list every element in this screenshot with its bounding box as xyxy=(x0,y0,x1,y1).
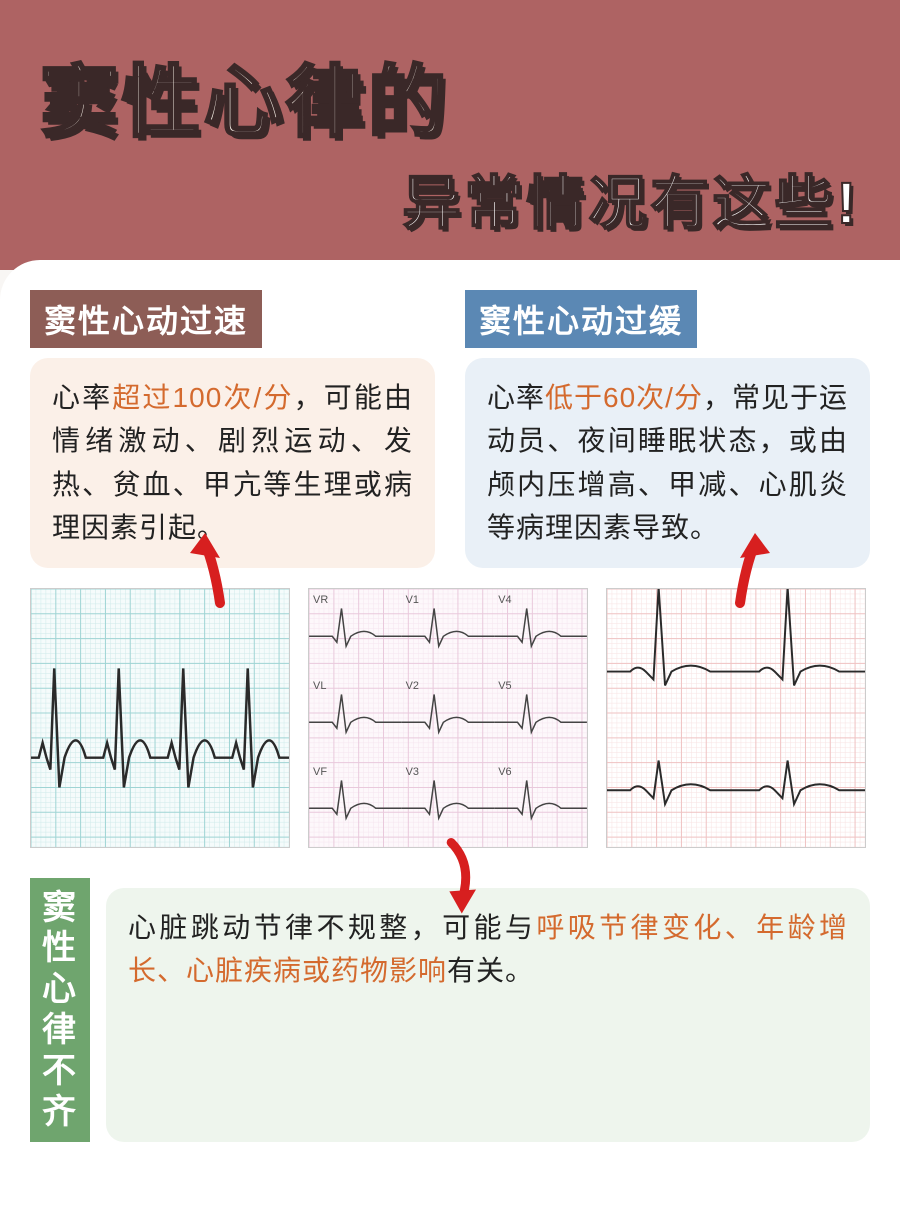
bottom-row: 窦性 心律 不齐 心脏跳动节律不规整，可能与呼吸节律变化、年龄增长、心脏疾病或药… xyxy=(30,878,870,1143)
tag3-l1: 窦性 xyxy=(38,888,82,970)
box-bradycardia: 心率低于60次/分，常见于运动员、夜间睡眠状态，或由颅内压增高、甲减、心肌炎等病… xyxy=(465,358,870,568)
svg-text:VL: VL xyxy=(313,679,326,691)
ecg-bradycardia-icon xyxy=(606,588,866,848)
ecg-row: VR V1 V4 VL V2 V5 VF V3 V6 xyxy=(30,588,870,848)
column-bradycardia: 窦性心动过缓 心率低于60次/分，常见于运动员、夜间睡眠状态，或由颅内压增高、甲… xyxy=(465,290,870,568)
s3-pre: 心脏跳动节律不规整，可能与 xyxy=(128,912,536,943)
title-line-1: 窦性心律的 xyxy=(40,40,860,152)
title-line-2: 异常情况有这些! xyxy=(40,156,860,240)
svg-text:V1: V1 xyxy=(406,593,419,605)
svg-text:V6: V6 xyxy=(498,765,511,777)
tag3-l2: 心律 xyxy=(38,969,82,1051)
tag3-l3: 不齐 xyxy=(38,1051,82,1133)
svg-text:V4: V4 xyxy=(498,593,511,605)
box-tachycardia: 心率超过100次/分，可能由情绪激动、剧烈运动、发热、贫血、甲亢等生理或病理因素… xyxy=(30,358,435,568)
s2-pre: 心率 xyxy=(487,382,545,413)
s3-post: 有关。 xyxy=(447,955,534,986)
two-column-row: 窦性心动过速 心率超过100次/分，可能由情绪激动、剧烈运动、发热、贫血、甲亢等… xyxy=(30,290,870,568)
ecg-12lead-icon: VR V1 V4 VL V2 V5 VF V3 V6 xyxy=(308,588,588,848)
s2-hl: 低于60次/分 xyxy=(545,382,703,413)
s1-hl: 超过100次/分 xyxy=(112,382,293,413)
header: 窦性心律的 异常情况有这些! xyxy=(0,0,900,270)
box-arrhythmia: 心脏跳动节律不规整，可能与呼吸节律变化、年龄增长、心脏疾病或药物影响有关。 xyxy=(106,888,870,1143)
tag-bradycardia: 窦性心动过缓 xyxy=(465,290,697,348)
svg-text:V3: V3 xyxy=(406,765,419,777)
svg-text:V2: V2 xyxy=(406,679,419,691)
s1-pre: 心率 xyxy=(52,382,112,413)
svg-text:VF: VF xyxy=(313,765,327,777)
content-panel: 窦性心动过速 心率超过100次/分，可能由情绪激动、剧烈运动、发热、贫血、甲亢等… xyxy=(0,260,900,1220)
tag-tachycardia: 窦性心动过速 xyxy=(30,290,262,348)
tag-arrhythmia: 窦性 心律 不齐 xyxy=(30,878,90,1143)
column-tachycardia: 窦性心动过速 心率超过100次/分，可能由情绪激动、剧烈运动、发热、贫血、甲亢等… xyxy=(30,290,435,568)
svg-text:VR: VR xyxy=(313,593,328,605)
svg-text:V5: V5 xyxy=(498,679,511,691)
ecg-tachycardia-icon xyxy=(30,588,290,848)
